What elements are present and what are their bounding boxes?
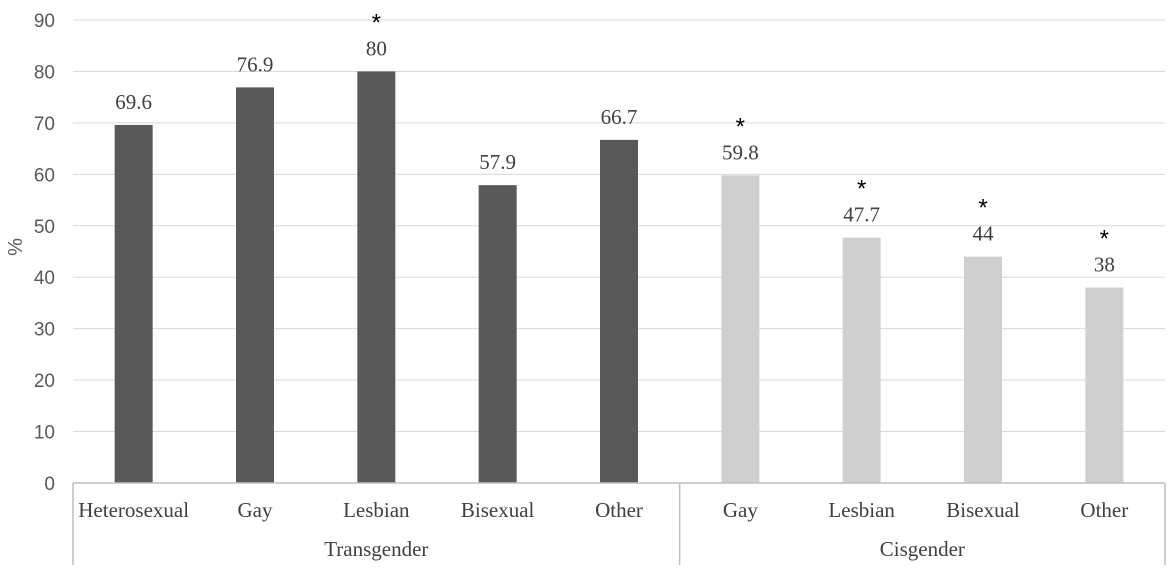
significance-marker: * xyxy=(736,113,745,140)
x-tick-label: Bisexual xyxy=(946,498,1020,522)
y-tick-label: 20 xyxy=(34,371,55,392)
bar xyxy=(721,175,760,483)
significance-marker: * xyxy=(372,9,381,36)
y-tick-label: 40 xyxy=(34,268,55,289)
bar xyxy=(842,237,881,483)
bar xyxy=(478,185,517,484)
data-label: 80 xyxy=(366,36,387,60)
x-tick-label: Lesbian xyxy=(828,498,895,522)
y-tick-label: 90 xyxy=(34,11,55,32)
y-tick-label: 0 xyxy=(44,474,55,495)
significance-marker: * xyxy=(1100,226,1109,253)
y-tick-label: 30 xyxy=(34,320,55,341)
value-labels: 69.676.980*57.966.759.8*47.7*44*38* xyxy=(115,9,1115,276)
bar xyxy=(114,124,153,484)
x-tick-label: Bisexual xyxy=(461,498,535,522)
y-tick-label: 10 xyxy=(34,423,55,444)
y-tick-label: 60 xyxy=(34,165,55,186)
group-label: Cisgender xyxy=(880,537,965,561)
bars xyxy=(114,71,1124,484)
bar xyxy=(236,87,274,484)
y-tick-label: 80 xyxy=(34,62,55,83)
y-tick-label: 70 xyxy=(34,114,55,135)
group-label: Transgender xyxy=(324,537,428,561)
bar xyxy=(600,139,638,484)
x-tick-label: Gay xyxy=(238,498,273,522)
data-label: 76.9 xyxy=(237,52,274,76)
x-tick-label: Heterosexual xyxy=(78,498,189,522)
data-label: 59.8 xyxy=(722,140,759,164)
significance-marker: * xyxy=(857,176,866,203)
x-axis: Heterosexual Gay Lesbian Bisexual Other Trans… xyxy=(72,482,1166,565)
data-label: 38 xyxy=(1094,253,1115,277)
data-label: 66.7 xyxy=(601,105,638,129)
data-label: 57.9 xyxy=(479,150,516,174)
x-tick-label: Other xyxy=(1080,498,1128,522)
y-axis-label: % xyxy=(5,238,27,256)
x-tick-label: Lesbian xyxy=(343,498,410,522)
data-label: 47.7 xyxy=(843,203,880,227)
bar xyxy=(964,256,1002,483)
data-label: 69.6 xyxy=(115,90,152,114)
x-tick-label: Gay xyxy=(723,498,758,522)
x-tick-label: Other xyxy=(595,498,643,522)
significance-marker: * xyxy=(978,195,987,222)
y-axis-ticks: 0 10 20 30 40 50 60 70 80 90 xyxy=(34,11,55,495)
bar xyxy=(1085,287,1124,483)
bar xyxy=(357,71,396,483)
data-label: 44 xyxy=(973,222,995,246)
y-tick-label: 50 xyxy=(34,217,55,238)
